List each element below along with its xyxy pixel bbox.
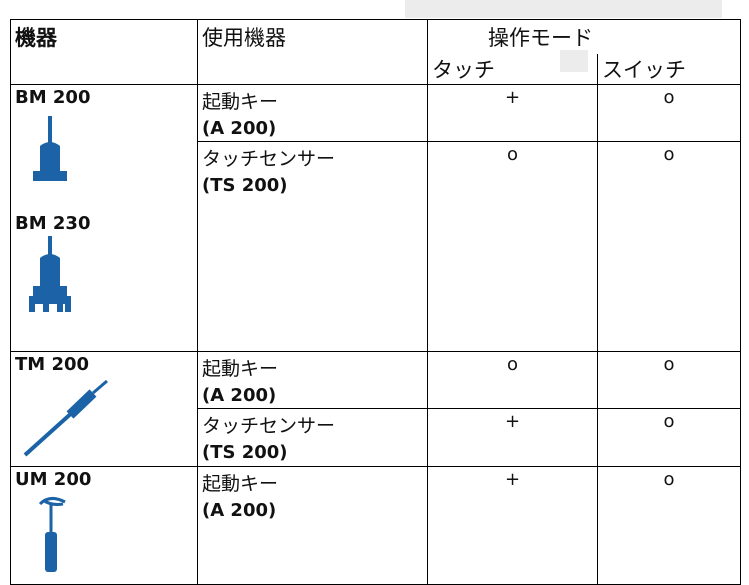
- device-cell: 起動キー (A 200): [197, 84, 428, 142]
- device-cell: BM 200 BM 230: [10, 84, 198, 352]
- model: (TS 200): [202, 175, 288, 196]
- device-cell: タッチセンサー (TS 200): [197, 141, 428, 352]
- name: 起動キー: [202, 91, 279, 113]
- mode-cell: o: [597, 351, 741, 409]
- mode-cell: o: [597, 141, 741, 352]
- mode-cell: o: [597, 84, 741, 142]
- device-icon: [33, 116, 67, 181]
- mode-cell: o: [597, 408, 741, 467]
- name: タッチセンサー: [202, 148, 336, 170]
- name: タッチセンサー: [202, 415, 336, 437]
- device-label: UM 200: [15, 469, 92, 490]
- device-cell: TM 200: [10, 351, 198, 467]
- device-icon: [29, 236, 71, 312]
- mode-cell: +: [427, 84, 598, 142]
- name: 起動キー: [202, 358, 279, 380]
- device-cell: UM 200: [10, 466, 198, 585]
- header-cell: スイッチ: [597, 54, 741, 85]
- mode-cell: o: [597, 466, 741, 585]
- model: (A 200): [202, 118, 277, 139]
- mode-cell: +: [427, 408, 598, 467]
- header-cell: 使用機器: [197, 19, 428, 85]
- mode-cell: o: [427, 141, 598, 352]
- device-label: BM 200: [15, 87, 91, 108]
- header-cell: 機器: [10, 19, 198, 85]
- device-table: 機器 使用機器 操作モード タッチ スイッチ BM 200 BM 230 起動キ…: [10, 19, 741, 585]
- device-cell: タッチセンサー (TS 200): [197, 408, 428, 467]
- device-icon: [23, 379, 108, 457]
- device-icon: [38, 497, 66, 572]
- model: (TS 200): [202, 442, 288, 463]
- model: (A 200): [202, 500, 277, 521]
- header-shade: [405, 0, 722, 18]
- device-label: BM 230: [15, 213, 91, 234]
- device-cell: 起動キー (A 200): [197, 466, 428, 585]
- header-cell: タッチ: [427, 54, 598, 85]
- model: (A 200): [202, 385, 277, 406]
- mode-cell: +: [427, 466, 598, 585]
- header-cell: 操作モード: [427, 19, 741, 54]
- name: 起動キー: [202, 473, 279, 495]
- mode-cell: o: [427, 351, 598, 409]
- device-cell: 起動キー (A 200): [197, 351, 428, 409]
- device-label: TM 200: [15, 354, 90, 375]
